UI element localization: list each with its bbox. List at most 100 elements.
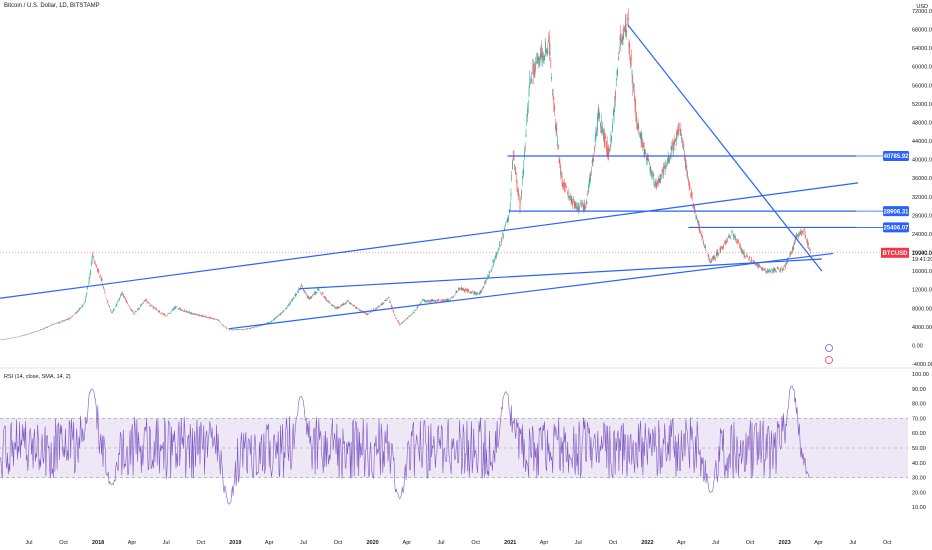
time-tick-label: Apr [403, 540, 412, 546]
candle-body [732, 230, 734, 233]
candle-body [800, 229, 802, 234]
candle-body [719, 248, 721, 252]
candle-body [646, 154, 648, 161]
candle-body [83, 303, 85, 305]
candle-body [515, 172, 517, 179]
candle-body [594, 147, 595, 152]
candle-body [153, 306, 155, 309]
candle-body [658, 178, 659, 185]
candle-body [806, 239, 808, 246]
candle-body [367, 313, 368, 316]
candle-body [557, 139, 558, 146]
candle-body [638, 126, 640, 131]
candle-body [373, 309, 374, 311]
candle-body [386, 298, 388, 301]
candle-body [335, 308, 337, 310]
candle-body [809, 247, 810, 249]
candle-body [506, 219, 508, 221]
candle-body [631, 70, 633, 76]
candle-body [544, 55, 546, 57]
trendline [228, 252, 834, 330]
candle-body [40, 329, 42, 330]
candle-body [629, 45, 631, 54]
candle-body [688, 181, 690, 189]
candle-body [559, 158, 561, 165]
candle-body [643, 145, 644, 147]
candle-body [104, 291, 106, 293]
candle-body [336, 307, 337, 309]
candle-body [360, 310, 361, 311]
candle-body [342, 304, 343, 306]
candle-body [529, 73, 531, 87]
rsi-tick-label: 100.00 [912, 372, 929, 378]
candle-body [702, 236, 704, 238]
candle-body [635, 106, 637, 116]
candle-body [593, 153, 594, 157]
candle-body [446, 299, 448, 301]
time-tick-label: Apr [265, 540, 274, 546]
candle-body [315, 292, 317, 294]
candle-body [248, 328, 250, 329]
candle-body [288, 304, 289, 306]
candle-body [584, 203, 585, 212]
candle-body [670, 145, 672, 150]
candle-body [367, 313, 369, 315]
candle-body [366, 313, 367, 315]
candle-body [618, 52, 620, 54]
candle-body [734, 235, 736, 238]
candle-body [666, 163, 667, 165]
candle-body [118, 297, 120, 301]
candle-body [381, 302, 382, 306]
candle-body [569, 195, 570, 200]
candle-body [461, 287, 462, 289]
candle-body [637, 120, 639, 129]
candle-body [689, 185, 691, 187]
candle-body [345, 302, 347, 304]
price-tick-label: 72000.00 [912, 9, 932, 15]
candle-body [473, 292, 474, 294]
candle-body [765, 271, 767, 273]
candle-body [199, 315, 200, 316]
time-tick-label: Jul [25, 540, 32, 546]
candle-body [741, 248, 743, 251]
candle-body [805, 235, 807, 240]
candle-body [522, 170, 524, 179]
event-marker-icon [825, 344, 833, 352]
candle-body [391, 304, 392, 307]
candle-body [317, 288, 319, 290]
candle-body [540, 53, 542, 63]
candle-body [630, 57, 631, 65]
candle-body [662, 172, 664, 174]
candle-body [249, 328, 251, 329]
candle-body [555, 125, 557, 132]
candle-body [226, 328, 228, 329]
candle-body [582, 206, 584, 209]
candle-body [432, 299, 434, 301]
candle-body [555, 124, 556, 128]
candle-body [605, 136, 607, 138]
candle-body [209, 317, 210, 319]
candle-body [686, 168, 688, 175]
candle-body [182, 309, 183, 311]
candle-body [655, 180, 656, 185]
candle-body [378, 305, 379, 308]
candle-body [337, 306, 339, 309]
trendlines[interactable] [0, 24, 908, 330]
candle-body [503, 235, 504, 238]
candle-body [380, 304, 382, 305]
candle-body [483, 286, 485, 288]
candle-body [174, 306, 176, 309]
candle-body [416, 307, 418, 308]
candle-body [458, 288, 460, 289]
candle-body [382, 303, 383, 305]
candle-body [470, 291, 472, 293]
candle-body [693, 203, 694, 209]
candle-body [408, 316, 409, 318]
rsi-line [0, 385, 810, 505]
candle-body [395, 317, 397, 319]
candle-body [442, 299, 443, 302]
candle-body [758, 264, 759, 268]
candle-body [748, 258, 749, 260]
candle-body [254, 326, 256, 328]
